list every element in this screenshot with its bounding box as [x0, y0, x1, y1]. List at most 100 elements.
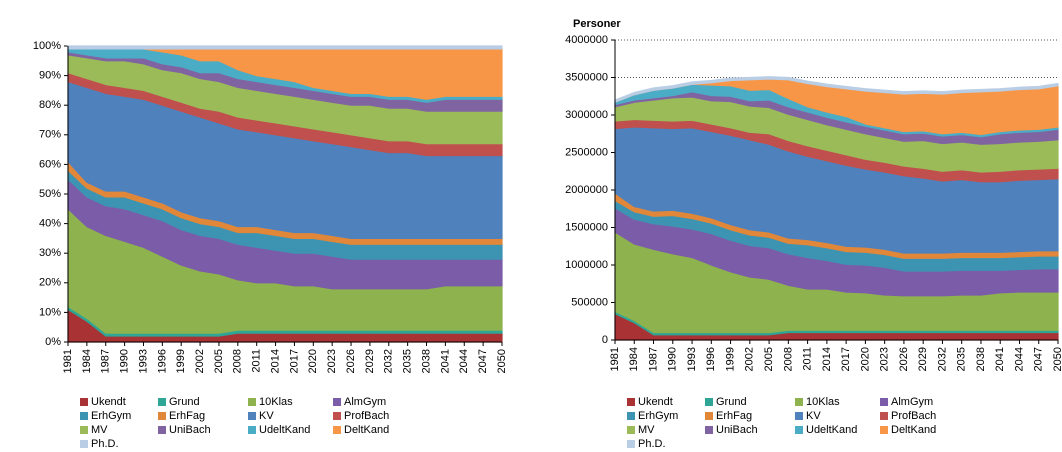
- legend-label: UniBach: [716, 424, 758, 436]
- legend-swatch: [880, 398, 888, 406]
- legend-swatch: [80, 426, 88, 434]
- x-tick-label: 2023: [879, 347, 891, 371]
- plot-area: 0% 10% 20% 30% 40% 50% 60% 70% 80% 90% 100% 1981 198…: [33, 40, 508, 450]
- legend-swatch: [795, 398, 803, 406]
- legend-label: Ph.D.: [638, 438, 666, 450]
- x-tick-label: 2044: [1013, 347, 1025, 371]
- x-tick-label: 2017: [840, 347, 852, 371]
- x-tick-label: 1984: [628, 347, 640, 371]
- x-tick-label: 2005: [763, 347, 775, 371]
- legend-label: ErhFag: [716, 410, 752, 422]
- y-tick-label: 0: [602, 334, 608, 346]
- legend-swatch: [80, 440, 88, 448]
- legend-label: UniBach: [169, 424, 211, 436]
- area: [614, 76, 1059, 103]
- legend-swatch: [705, 426, 713, 434]
- x-tick-label: 2035: [402, 349, 414, 373]
- legend-swatch: [627, 412, 635, 420]
- legend-swatch: [795, 412, 803, 420]
- legend-swatch: [705, 398, 713, 406]
- legend-label: AlmGym: [891, 396, 933, 408]
- x-tick-label: 2050: [1052, 347, 1062, 371]
- legend-label: ProfBach: [891, 410, 936, 422]
- x-tick-label: 2029: [917, 347, 929, 371]
- x-tick-label: 2020: [859, 347, 871, 371]
- y-tick-label: 60%: [39, 158, 61, 170]
- x-tick-label: 2011: [251, 349, 263, 373]
- x-tick-label: 2038: [420, 349, 432, 373]
- area: [67, 45, 503, 50]
- x-tick-label: 1987: [100, 349, 112, 373]
- y-tick-label: 40%: [39, 218, 61, 230]
- y-tick-label: 3500000: [565, 71, 608, 83]
- x-tick-label: 2026: [898, 347, 910, 371]
- x-tick-label: 1993: [137, 349, 149, 373]
- x-tick-label: 1987: [647, 347, 659, 371]
- x-tick-label: 2038: [975, 347, 987, 371]
- legend-label: AlmGym: [344, 396, 386, 408]
- y-tick-label: 10%: [39, 306, 61, 318]
- legend-label: Ph.D.: [91, 438, 119, 450]
- legend-swatch: [248, 398, 256, 406]
- legend-label: DeltKand: [344, 424, 389, 436]
- legend-label: ErhGym: [638, 410, 678, 422]
- x-tick-label: 1999: [724, 347, 736, 371]
- x-tick-label: 2029: [364, 349, 376, 373]
- x-tick-label: 2050: [496, 349, 508, 373]
- x-tick-label: 1990: [119, 349, 131, 373]
- legend-swatch: [158, 426, 166, 434]
- legend-label: ErhFag: [169, 410, 205, 422]
- x-tick-label: 2032: [383, 349, 395, 373]
- x-tick-label: 1981: [609, 347, 621, 371]
- x-tick-label: 2002: [744, 347, 756, 371]
- legend-swatch: [158, 412, 166, 420]
- y-tick-label: 70%: [39, 129, 61, 141]
- x-tick-label: 2026: [345, 349, 357, 373]
- legend-swatch: [333, 426, 341, 434]
- y-tick-label: 30%: [39, 247, 61, 259]
- x-tick-label: 2014: [821, 347, 833, 371]
- x-tick-label: 2005: [213, 349, 225, 373]
- legend-label: Ukendt: [91, 396, 126, 408]
- y-tick-label: 2000000: [565, 184, 608, 196]
- y-tick-label: 80%: [39, 99, 61, 111]
- legend-swatch: [705, 412, 713, 420]
- legend-swatch: [627, 398, 635, 406]
- x-tick-label: 2008: [782, 347, 794, 371]
- y-tick-label: 100%: [33, 40, 61, 52]
- x-tick-label: 2044: [458, 349, 470, 373]
- legend-swatch: [795, 426, 803, 434]
- legend-swatch: [80, 412, 88, 420]
- y-axis-title: Personer: [573, 18, 621, 30]
- legend-swatch: [158, 398, 166, 406]
- x-tick-label: 2032: [936, 347, 948, 371]
- y-tick-label: 4000000: [565, 34, 608, 46]
- y-tick-label: 50%: [39, 188, 61, 200]
- legend-swatch: [248, 412, 256, 420]
- legend-label: Grund: [716, 396, 747, 408]
- legend-label: KV: [806, 410, 821, 422]
- y-tick-label: 500000: [571, 296, 608, 308]
- legend-swatch: [880, 426, 888, 434]
- x-tick-label: 1993: [686, 347, 698, 371]
- x-tick-label: 1981: [62, 349, 74, 373]
- legend-swatch: [333, 398, 341, 406]
- legend-label: ProfBach: [344, 410, 389, 422]
- x-tick-label: 2008: [232, 349, 244, 373]
- legend-label: 10Klas: [259, 396, 293, 408]
- legend-swatch: [627, 426, 635, 434]
- legend-swatch: [880, 412, 888, 420]
- x-tick-label: 1999: [175, 349, 187, 373]
- legend-swatch: [248, 426, 256, 434]
- plot-area: 0 500000 1000000 1500000 2000000 2500000 30000…: [565, 18, 1062, 450]
- y-tick-label: 20%: [39, 277, 61, 289]
- x-tick-label: 2023: [326, 349, 338, 373]
- y-tick-label: 1000000: [565, 259, 608, 271]
- legend-label: ErhGym: [91, 410, 131, 422]
- x-tick-label: 2041: [439, 349, 451, 373]
- legend-label: Ukendt: [638, 396, 673, 408]
- legend-label: DeltKand: [891, 424, 936, 436]
- y-tick-label: 90%: [39, 70, 61, 82]
- x-tick-label: 1990: [667, 347, 679, 371]
- legend-label: 10Klas: [806, 396, 840, 408]
